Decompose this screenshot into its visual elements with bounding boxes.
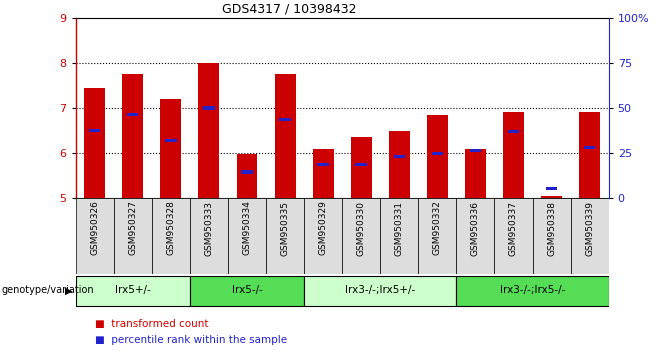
Text: ▶: ▶ [65, 285, 72, 296]
Bar [494, 198, 532, 274]
Bar [236, 154, 257, 198]
Bar [532, 198, 570, 274]
Bar [84, 88, 105, 198]
Bar [546, 187, 557, 190]
Bar [199, 63, 219, 198]
Bar [190, 276, 304, 306]
Text: GSM950326: GSM950326 [90, 200, 99, 255]
Bar [351, 137, 372, 198]
Bar [465, 149, 486, 198]
Bar [508, 130, 519, 133]
Text: lrx3-/-;lrx5+/-: lrx3-/-;lrx5+/- [345, 285, 415, 296]
Bar [470, 149, 481, 153]
Bar [541, 196, 562, 198]
Bar [503, 113, 524, 198]
Bar [317, 163, 329, 166]
Bar [165, 139, 176, 142]
Bar [89, 129, 101, 132]
Bar [457, 276, 609, 306]
Text: GSM950327: GSM950327 [128, 200, 138, 255]
Bar [418, 198, 457, 274]
Bar [76, 198, 114, 274]
Text: genotype/variation: genotype/variation [1, 285, 94, 296]
Text: GSM950330: GSM950330 [357, 200, 366, 256]
Bar [228, 198, 266, 274]
Bar [280, 118, 291, 121]
Text: GSM950339: GSM950339 [585, 200, 594, 256]
Text: lrx5+/-: lrx5+/- [115, 285, 151, 296]
Text: GSM950335: GSM950335 [280, 200, 290, 256]
Text: GSM950337: GSM950337 [509, 200, 518, 256]
Bar [427, 115, 448, 198]
Bar [274, 74, 295, 198]
Bar [389, 131, 410, 198]
Bar [76, 276, 190, 306]
Text: GSM950333: GSM950333 [205, 200, 213, 256]
Bar [579, 113, 600, 198]
Bar [127, 113, 138, 116]
Bar [457, 198, 494, 274]
Bar [152, 198, 190, 274]
Bar [114, 198, 152, 274]
Bar [190, 198, 228, 274]
Bar [304, 276, 457, 306]
Bar [122, 74, 143, 198]
Bar [584, 146, 595, 149]
Bar [241, 171, 253, 174]
Bar [432, 152, 443, 155]
Bar [203, 107, 215, 109]
Bar [304, 198, 342, 274]
Bar [313, 149, 334, 198]
Text: GDS4317 / 10398432: GDS4317 / 10398432 [222, 3, 357, 16]
Text: GSM950336: GSM950336 [471, 200, 480, 256]
Bar [380, 198, 418, 274]
Text: lrx5-/-: lrx5-/- [232, 285, 263, 296]
Text: GSM950332: GSM950332 [433, 200, 442, 255]
Text: GSM950329: GSM950329 [318, 200, 328, 255]
Text: ■  percentile rank within the sample: ■ percentile rank within the sample [95, 335, 288, 344]
Bar [355, 163, 367, 166]
Text: GSM950331: GSM950331 [395, 200, 404, 256]
Bar [266, 198, 304, 274]
Bar [570, 198, 609, 274]
Text: ■  transformed count: ■ transformed count [95, 319, 209, 329]
Text: GSM950334: GSM950334 [243, 200, 251, 255]
Text: lrx3-/-;lrx5-/-: lrx3-/-;lrx5-/- [500, 285, 565, 296]
Bar [393, 155, 405, 158]
Text: GSM950328: GSM950328 [166, 200, 175, 255]
Bar [161, 99, 182, 198]
Text: GSM950338: GSM950338 [547, 200, 556, 256]
Bar [342, 198, 380, 274]
